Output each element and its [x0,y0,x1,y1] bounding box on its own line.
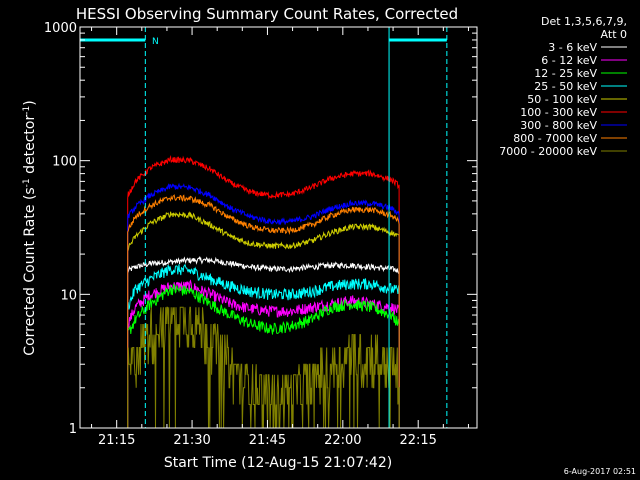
series-line-5 [127,211,400,428]
legend-label-5: 50 - 100 keV [527,93,597,106]
legend-header-2: Att 0 [601,28,627,41]
series-line-1 [127,256,400,428]
legend-label-2: 6 - 12 keV [541,54,597,67]
x-tick-label-4: 22:00 [324,433,361,448]
axis-layer: 21:15 21:30 21:45 22:00 22:15 1 10 100 1000 [44,21,477,448]
x-axis-label: Start Time (12-Aug-15 21:07:42) [164,455,392,471]
y-label-main: Corrected Count Rate (s [22,187,38,355]
legend-label-3: 12 - 25 keV [534,67,597,80]
y-axis-label: Corrected Count Rate (s-1 detector-1) [22,100,38,355]
y-tick-label-4: 1000 [44,21,77,36]
legend-label-7: 300 - 800 keV [520,119,597,132]
x-tick-label-2: 21:30 [173,433,210,448]
legend-label-1: 3 - 6 keV [548,41,597,54]
legend-label-6: 100 - 300 keV [520,106,597,119]
series-line-4 [127,263,400,428]
y-tick-label-3: 100 [52,155,77,170]
legend-header-1: Det 1,3,5,6,7,9, [541,15,627,28]
x-tick-label-3: 21:45 [249,433,286,448]
timestamp: 6-Aug-2017 02:51 [564,467,636,476]
plot-frame [79,26,478,429]
chart-title: HESSI Observing Summary Count Rates, Cor… [76,5,458,23]
legend-label-9: 7000 - 20000 keV [499,145,597,158]
series-line-3 [127,283,400,428]
x-tick-label-5: 22:15 [399,433,436,448]
legend-label-8: 800 - 7000 keV [513,132,597,145]
series-layer [127,154,400,429]
legend-label-4: 25 - 50 keV [534,80,597,93]
y-label-end: ) [22,100,38,105]
y-label-mid: detector [22,115,38,179]
series-line-8 [127,194,400,428]
series-line-7 [127,182,400,428]
y-tick-label-2: 10 [60,288,77,303]
x-tick-label-1: 21:15 [98,433,135,448]
y-tick-label-1: 1 [69,422,77,437]
flag-n-label: N [152,37,159,47]
series-line-6 [127,154,400,428]
y-label-sup2: -1 [22,106,32,115]
y-label-sup1: -1 [22,178,32,187]
